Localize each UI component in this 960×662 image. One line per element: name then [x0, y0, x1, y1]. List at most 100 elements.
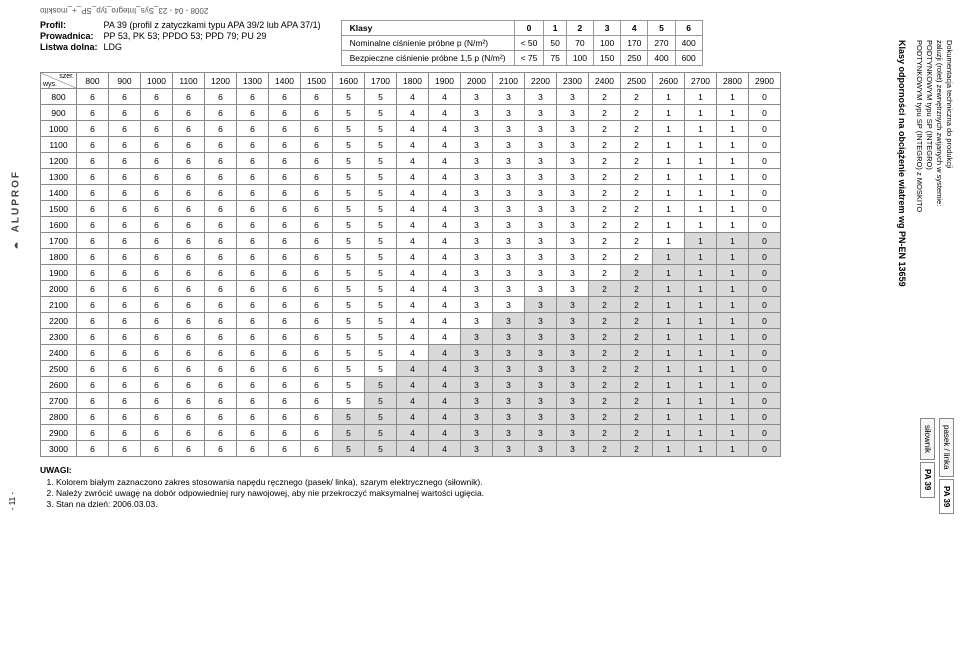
table-cell: 5 — [333, 329, 365, 345]
table-cell: 4 — [397, 105, 429, 121]
table-cell: 1 — [717, 441, 749, 457]
table-cell: 3 — [493, 169, 525, 185]
table-cell: 4 — [429, 249, 461, 265]
table-cell: 4 — [429, 441, 461, 457]
table-cell: 6 — [77, 377, 109, 393]
table-cell: 1 — [685, 265, 717, 281]
table-cell: 6 — [205, 105, 237, 121]
tab-pa39-1: PA 39 — [939, 479, 954, 514]
table-cell: 6 — [77, 441, 109, 457]
table-cell: 0 — [749, 361, 781, 377]
table-cell: 3 — [525, 185, 557, 201]
table-cell: 3 — [525, 201, 557, 217]
table-cell: 6 — [141, 217, 173, 233]
col-header: 2800 — [717, 73, 749, 89]
table-cell: 5 — [333, 233, 365, 249]
table-cell: 3 — [461, 153, 493, 169]
table-cell: 3 — [493, 313, 525, 329]
table-cell: 2 — [621, 441, 653, 457]
table-cell: 6 — [141, 425, 173, 441]
table-cell: 6 — [173, 441, 205, 457]
table-cell: 5 — [365, 89, 397, 105]
table-cell: 0 — [749, 265, 781, 281]
table-cell: 1 — [653, 281, 685, 297]
table-cell: 5 — [365, 393, 397, 409]
prow-label: Prowadnica: — [40, 31, 98, 41]
table-cell: 6 — [77, 137, 109, 153]
table-cell: 3 — [557, 377, 589, 393]
table-cell: 6 — [141, 153, 173, 169]
col-header: 900 — [109, 73, 141, 89]
table-cell: 2 — [621, 281, 653, 297]
table-cell: 6 — [173, 153, 205, 169]
table-cell: 4 — [397, 185, 429, 201]
col-header: 2400 — [589, 73, 621, 89]
table-cell: 6 — [301, 185, 333, 201]
table-cell: 6 — [109, 185, 141, 201]
table-cell: 6 — [269, 185, 301, 201]
table-cell: 2 — [589, 377, 621, 393]
table-cell: 2 — [589, 137, 621, 153]
table-cell: 5 — [333, 249, 365, 265]
table-cell: 4 — [397, 169, 429, 185]
table-cell: 3 — [557, 425, 589, 441]
table-cell: 2 — [621, 169, 653, 185]
table-cell: 5 — [333, 297, 365, 313]
table-cell: 3 — [557, 297, 589, 313]
table-cell: 2 — [589, 201, 621, 217]
table-cell: 6 — [109, 297, 141, 313]
col-header: 2300 — [557, 73, 589, 89]
table-cell: 6 — [77, 201, 109, 217]
table-cell: 3 — [525, 121, 557, 137]
table-cell: 3 — [493, 441, 525, 457]
table-cell: 1 — [653, 137, 685, 153]
table-cell: 4 — [397, 345, 429, 361]
table-cell: 4 — [429, 169, 461, 185]
table-cell: 6 — [109, 89, 141, 105]
table-cell: 5 — [365, 105, 397, 121]
table-cell: 5 — [365, 153, 397, 169]
table-cell: 6 — [173, 265, 205, 281]
table-cell: 6 — [205, 281, 237, 297]
row-header: 800 — [41, 89, 77, 105]
table-cell: 3 — [525, 441, 557, 457]
table-cell: 3 — [493, 329, 525, 345]
table-cell: 4 — [429, 201, 461, 217]
table-cell: 0 — [749, 233, 781, 249]
table-cell: 6 — [301, 425, 333, 441]
table-cell: 3 — [493, 185, 525, 201]
table-cell: 6 — [269, 345, 301, 361]
table-cell: 5 — [333, 281, 365, 297]
table-cell: 1 — [717, 265, 749, 281]
profil-label: Profil: — [40, 20, 98, 30]
table-cell: 1 — [717, 313, 749, 329]
table-cell: 3 — [461, 169, 493, 185]
table-cell: 3 — [525, 281, 557, 297]
table-cell: 1 — [685, 313, 717, 329]
table-cell: 0 — [749, 249, 781, 265]
table-cell: 3 — [461, 441, 493, 457]
table-cell: 2 — [621, 201, 653, 217]
table-cell: 5 — [333, 201, 365, 217]
row-header: 2800 — [41, 409, 77, 425]
table-cell: 1 — [653, 393, 685, 409]
table-cell: 6 — [77, 185, 109, 201]
profil-value: PA 39 (profil z zatyczkami typu APA 39/2… — [104, 20, 321, 30]
table-cell: 6 — [269, 265, 301, 281]
table-cell: 6 — [109, 409, 141, 425]
table-cell: 6 — [109, 121, 141, 137]
table-cell: 3 — [557, 217, 589, 233]
table-cell: 4 — [397, 201, 429, 217]
table-cell: 6 — [269, 441, 301, 457]
table-cell: 6 — [109, 137, 141, 153]
table-cell: 3 — [461, 329, 493, 345]
table-cell: 6 — [301, 393, 333, 409]
row-header: 1700 — [41, 233, 77, 249]
table-cell: 3 — [461, 377, 493, 393]
table-cell: 6 — [205, 121, 237, 137]
table-cell: 6 — [205, 201, 237, 217]
table-cell: 5 — [333, 361, 365, 377]
table-cell: 3 — [557, 153, 589, 169]
table-cell: 6 — [77, 217, 109, 233]
table-cell: 1 — [685, 137, 717, 153]
